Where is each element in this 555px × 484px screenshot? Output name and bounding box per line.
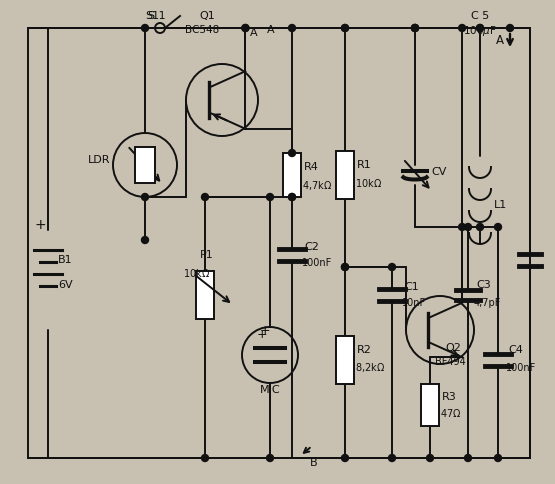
Text: +: + xyxy=(256,328,267,341)
Text: 6V: 6V xyxy=(58,280,73,290)
Text: R2: R2 xyxy=(357,345,372,355)
Text: +: + xyxy=(260,323,271,336)
Text: 4,7k$\Omega$: 4,7k$\Omega$ xyxy=(302,179,332,192)
Circle shape xyxy=(201,454,209,462)
Bar xyxy=(135,147,155,183)
Circle shape xyxy=(341,25,349,31)
Circle shape xyxy=(411,25,418,31)
Bar xyxy=(336,336,354,384)
Text: 100nF: 100nF xyxy=(506,363,536,373)
Circle shape xyxy=(201,194,209,200)
Circle shape xyxy=(411,25,418,31)
Text: Q2: Q2 xyxy=(445,343,461,353)
Text: A: A xyxy=(250,28,258,38)
Text: 100nF: 100nF xyxy=(302,258,332,268)
Circle shape xyxy=(142,25,149,31)
Circle shape xyxy=(242,25,249,31)
Text: BF494: BF494 xyxy=(435,357,466,367)
Circle shape xyxy=(411,25,418,31)
Circle shape xyxy=(426,454,433,462)
Text: S 1: S 1 xyxy=(148,11,165,21)
Text: CV: CV xyxy=(431,167,446,177)
Text: 10k$\Omega$: 10k$\Omega$ xyxy=(355,177,382,189)
Circle shape xyxy=(289,194,295,200)
Text: C4: C4 xyxy=(508,345,523,355)
Bar xyxy=(336,151,354,199)
Circle shape xyxy=(142,237,149,243)
Text: C2: C2 xyxy=(304,242,319,252)
Text: 100$\mu$F: 100$\mu$F xyxy=(463,24,497,38)
Circle shape xyxy=(266,454,274,462)
Bar xyxy=(421,384,439,426)
Circle shape xyxy=(465,224,472,230)
Text: R3: R3 xyxy=(442,392,457,402)
Circle shape xyxy=(507,25,513,31)
Text: S1: S1 xyxy=(145,11,159,21)
Text: +: + xyxy=(34,218,46,232)
Text: C 5: C 5 xyxy=(471,11,489,21)
Text: 10nF: 10nF xyxy=(402,298,426,308)
Text: Q1: Q1 xyxy=(199,11,215,21)
Text: 4,7pF: 4,7pF xyxy=(474,298,501,308)
Text: R1: R1 xyxy=(357,160,372,170)
Circle shape xyxy=(142,194,149,200)
Circle shape xyxy=(341,25,349,31)
Circle shape xyxy=(477,224,483,230)
Circle shape xyxy=(289,150,295,156)
Circle shape xyxy=(458,25,466,31)
Circle shape xyxy=(458,224,466,230)
Circle shape xyxy=(477,25,483,31)
Circle shape xyxy=(388,263,396,271)
Circle shape xyxy=(289,194,295,200)
Text: BC548: BC548 xyxy=(185,25,219,35)
Text: LDR: LDR xyxy=(88,155,110,165)
Text: B1: B1 xyxy=(58,255,73,265)
Circle shape xyxy=(266,194,274,200)
Circle shape xyxy=(465,454,472,462)
Text: P1: P1 xyxy=(200,250,214,260)
Circle shape xyxy=(341,263,349,271)
Text: A: A xyxy=(267,25,275,35)
Text: C3: C3 xyxy=(476,280,491,290)
Circle shape xyxy=(289,25,295,31)
Text: 47$\Omega$: 47$\Omega$ xyxy=(440,407,461,419)
Text: A: A xyxy=(496,33,504,46)
Text: R4: R4 xyxy=(304,162,319,172)
Circle shape xyxy=(341,263,349,271)
Circle shape xyxy=(495,224,502,230)
Circle shape xyxy=(388,454,396,462)
Text: B: B xyxy=(310,458,317,468)
Circle shape xyxy=(477,25,483,31)
Bar xyxy=(196,271,214,319)
Circle shape xyxy=(495,454,502,462)
Circle shape xyxy=(242,25,249,31)
Text: 10k$\Omega$: 10k$\Omega$ xyxy=(183,267,210,279)
Bar xyxy=(283,153,301,197)
Circle shape xyxy=(341,454,349,462)
Text: C1: C1 xyxy=(404,282,419,292)
Text: L1: L1 xyxy=(494,200,507,210)
Text: MIC: MIC xyxy=(260,385,280,395)
Text: 8,2k$\Omega$: 8,2k$\Omega$ xyxy=(355,362,385,375)
